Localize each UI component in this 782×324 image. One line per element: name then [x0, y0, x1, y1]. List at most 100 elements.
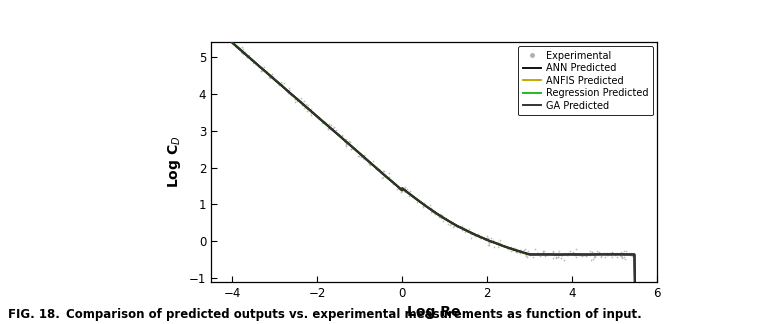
Point — [425, 210, 437, 215]
Point — [483, 239, 496, 244]
Point — [626, 253, 638, 258]
Point — [601, 252, 614, 258]
Point — [257, 67, 270, 72]
Point — [533, 253, 546, 259]
Point — [511, 249, 524, 254]
Point — [377, 169, 389, 174]
Point — [550, 253, 562, 258]
Point — [289, 97, 302, 102]
Point — [519, 247, 532, 252]
Point — [553, 249, 565, 254]
Point — [537, 249, 550, 254]
Point — [436, 213, 448, 218]
Point — [289, 96, 302, 101]
Point — [593, 250, 605, 256]
Point — [378, 168, 390, 174]
Point — [357, 156, 370, 161]
Point — [533, 251, 545, 257]
Point — [301, 103, 314, 108]
Point — [569, 252, 581, 258]
Point — [553, 252, 565, 258]
Point — [349, 146, 361, 151]
Point — [425, 206, 437, 211]
Point — [504, 244, 517, 249]
Point — [274, 82, 286, 87]
Point — [552, 254, 565, 260]
Point — [580, 253, 593, 258]
Point — [424, 202, 436, 207]
Point — [485, 236, 497, 241]
Point — [433, 211, 446, 216]
Point — [514, 251, 526, 256]
Point — [593, 249, 605, 254]
Point — [339, 137, 352, 142]
Point — [465, 229, 478, 235]
Point — [493, 241, 505, 246]
Point — [260, 68, 273, 73]
Point — [486, 238, 498, 244]
Point — [374, 167, 386, 172]
Point — [339, 136, 352, 142]
Point — [305, 106, 317, 111]
Point — [447, 221, 460, 226]
Point — [357, 152, 370, 157]
Point — [347, 146, 360, 151]
Point — [375, 170, 388, 176]
Point — [615, 250, 627, 255]
Point — [548, 252, 561, 257]
Point — [385, 178, 397, 183]
Point — [614, 252, 626, 258]
Point — [489, 239, 501, 244]
Point — [574, 252, 586, 257]
Point — [507, 248, 519, 253]
Point — [291, 98, 303, 103]
Point — [442, 222, 454, 227]
Point — [274, 81, 287, 86]
Point — [339, 140, 351, 145]
Point — [444, 219, 457, 225]
Point — [363, 161, 375, 166]
Point — [291, 97, 303, 102]
Point — [554, 252, 567, 258]
Point — [576, 253, 588, 258]
Point — [256, 67, 269, 72]
Point — [465, 235, 477, 240]
Point — [540, 254, 552, 259]
Point — [233, 46, 246, 51]
Point — [585, 257, 597, 262]
Point — [339, 142, 352, 147]
Point — [609, 251, 622, 256]
Point — [507, 247, 519, 252]
Point — [479, 236, 492, 241]
Point — [272, 80, 285, 85]
Point — [410, 195, 422, 201]
Point — [547, 249, 560, 254]
Point — [296, 103, 309, 108]
Point — [447, 224, 459, 229]
Point — [599, 254, 612, 260]
Point — [344, 139, 357, 145]
Point — [331, 132, 343, 137]
Point — [482, 240, 495, 245]
Point — [450, 225, 463, 230]
Point — [586, 250, 598, 255]
Point — [472, 231, 485, 237]
Point — [300, 102, 312, 107]
Point — [362, 160, 375, 165]
Point — [354, 150, 367, 155]
Point — [492, 239, 504, 244]
Point — [360, 157, 372, 162]
Point — [552, 254, 565, 260]
Point — [333, 131, 346, 136]
Point — [475, 236, 487, 241]
Point — [275, 81, 288, 86]
Point — [458, 226, 471, 231]
Point — [465, 232, 477, 237]
Legend: Experimental, ANN Predicted, ANFIS Predicted, Regression Predicted, GA Predicted: Experimental, ANN Predicted, ANFIS Predi… — [518, 46, 653, 115]
Point — [375, 170, 387, 175]
Point — [411, 199, 423, 204]
Point — [537, 248, 550, 253]
Point — [598, 251, 611, 256]
Point — [455, 224, 468, 229]
Point — [295, 96, 307, 101]
